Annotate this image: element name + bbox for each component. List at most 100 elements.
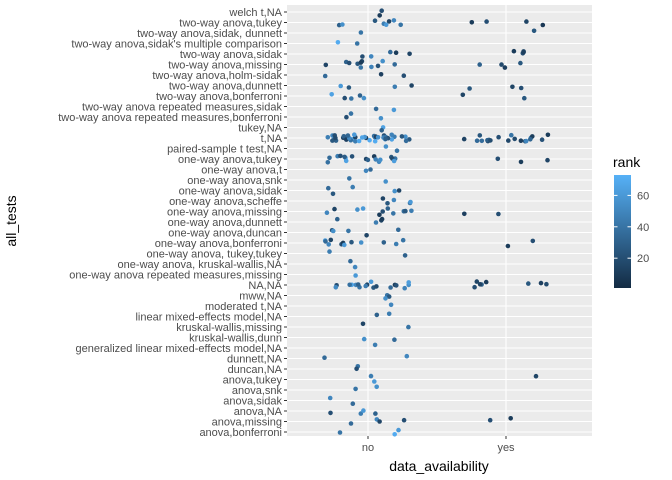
scatter-point <box>353 139 358 144</box>
y-tick-label: kruskal-wallis,missing <box>176 322 282 334</box>
scatter-point <box>368 279 374 285</box>
scatter-point <box>474 138 480 143</box>
scatter-point <box>332 206 337 212</box>
scatter-point <box>368 54 374 59</box>
scatter-point <box>404 353 410 359</box>
scatter-point <box>508 416 513 421</box>
scatter-point <box>338 83 344 89</box>
scatter-point <box>540 22 546 28</box>
y-tick-label: two-way anova,tukey <box>179 18 282 30</box>
scatter-point <box>460 92 466 98</box>
scatter-point <box>349 96 354 101</box>
legend-breaks: 20 40 60 <box>614 190 649 265</box>
scatter-point <box>538 280 544 286</box>
y-tick-label: one-way anova,t <box>201 165 282 177</box>
scatter-point <box>343 158 349 164</box>
scatter-point <box>528 137 533 142</box>
scatter-point <box>383 144 389 149</box>
scatter-point <box>474 279 480 284</box>
scatter-point <box>323 239 328 244</box>
scatter-point <box>402 285 408 291</box>
scatter-point <box>392 188 398 194</box>
scatter-point <box>383 22 389 28</box>
scatter-point <box>544 281 549 287</box>
scatter-point <box>328 410 333 416</box>
scatter-point <box>373 411 378 416</box>
scatter-point <box>511 48 517 54</box>
scatter-point <box>383 136 388 142</box>
scatter-point <box>364 233 369 238</box>
legend-break-label: 40 <box>637 222 649 234</box>
scatter-point <box>323 62 329 68</box>
scatter-point <box>346 228 351 234</box>
scatter-point <box>518 159 524 165</box>
y-tick-layer: anova,bonferronianova,missinganova,NAano… <box>58 7 287 439</box>
scatter-point <box>386 294 392 299</box>
scatter-point <box>505 243 511 249</box>
x-tick-label: no <box>362 442 374 454</box>
scatter-point <box>368 373 374 379</box>
scatter-point <box>399 134 405 139</box>
scatter-point <box>354 41 360 46</box>
y-tick-label: one-way anova,bonferroni <box>155 238 282 250</box>
scatter-point <box>369 64 374 70</box>
scatter-point <box>388 49 393 55</box>
scatter-point <box>530 238 536 244</box>
scatter-point <box>327 249 332 254</box>
scatter-point <box>352 132 357 137</box>
grid-layer <box>287 5 592 436</box>
scatter-point <box>402 253 408 258</box>
scatter-point <box>326 185 331 191</box>
scatter-point <box>495 156 501 162</box>
y-tick-label: one-way anova,sidak <box>179 186 283 198</box>
point-layer <box>322 8 551 437</box>
scatter-point <box>324 210 330 215</box>
scatter-point <box>391 197 397 203</box>
scatter-point <box>358 411 364 416</box>
y-tick-label: anova,missing <box>212 417 282 429</box>
scatter-point <box>477 62 483 67</box>
scatter-point <box>359 135 365 140</box>
scatter-point <box>545 157 550 163</box>
y-tick-label: one-way anova,missing <box>167 207 282 219</box>
scatter-point <box>400 237 406 243</box>
scatter-point <box>389 137 395 142</box>
scatter-point <box>327 395 333 401</box>
scatter-point <box>367 137 372 143</box>
scatter-point <box>477 282 483 287</box>
scatter-point <box>346 60 352 66</box>
y-tick-label: dunnett,NA <box>227 354 283 366</box>
scatter-point <box>331 228 336 234</box>
y-tick-label: two-way anova,missing <box>168 60 282 72</box>
scatter-point <box>487 417 493 423</box>
scatter-point <box>372 342 378 348</box>
y-tick-label: two-way anova repeated measures,bonferro… <box>58 112 282 124</box>
scatter-point <box>509 132 514 138</box>
scatter-point <box>392 432 398 437</box>
scatter-point <box>392 62 398 67</box>
scatter-point <box>373 220 379 225</box>
scatter-point <box>393 241 399 247</box>
scatter-point <box>403 208 408 214</box>
scatter-point <box>502 65 508 70</box>
scatter-point <box>356 138 362 144</box>
y-tick-label: one-way anova,snk <box>187 175 282 187</box>
scatter-point <box>409 208 414 214</box>
y-tick-label: one-way anova repeated measures,missing <box>69 270 282 282</box>
scatter-point <box>358 60 364 65</box>
scatter-point <box>496 211 501 217</box>
scatter-point <box>396 427 401 433</box>
y-tick-label: two-way anova,sidak, dunnett <box>137 28 282 40</box>
scatter-point <box>358 240 364 245</box>
plot-panel <box>287 5 592 436</box>
y-tick-label: two-way anova repeated measures,sidak <box>82 102 282 114</box>
scatter-point <box>335 40 341 45</box>
x-tick-label: yes <box>497 442 515 454</box>
y-tick-label: mww,NA <box>239 291 282 303</box>
scatter-point <box>353 273 358 278</box>
y-tick-label: one-way anova,duncan <box>168 228 282 240</box>
y-tick-label: two-way anova,dunnett <box>169 81 282 93</box>
scatter-point <box>392 337 397 343</box>
scatter-point <box>386 19 392 24</box>
y-tick-label: anova,sidak <box>223 396 282 408</box>
